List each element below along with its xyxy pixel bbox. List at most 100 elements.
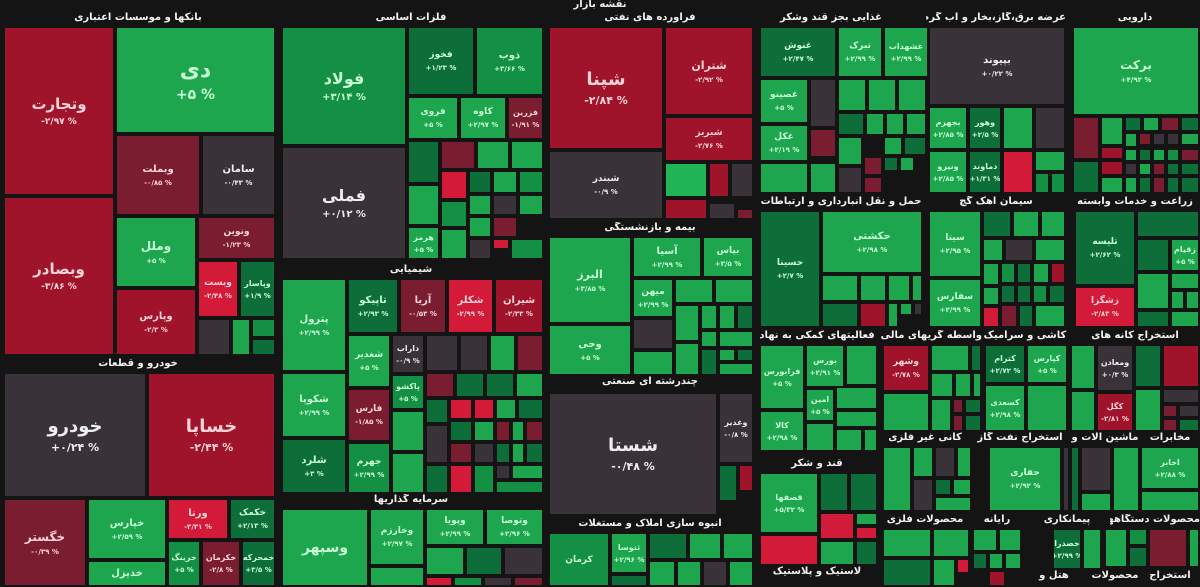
tile-unlabeled[interactable] (1000, 262, 1016, 284)
tile-unlabeled[interactable] (718, 304, 736, 330)
tile-unlabeled[interactable] (664, 162, 708, 198)
tile-unlabeled[interactable] (516, 334, 544, 372)
tile-unlabeled[interactable] (821, 302, 859, 328)
tile-unlabeled[interactable] (231, 318, 251, 356)
tile-وتجارت[interactable]: وتجارت -۲/۹۷ % (3, 26, 115, 196)
tile-unlabeled[interactable] (1138, 132, 1152, 146)
tile-وحی[interactable]: وحی +۵ % (548, 324, 632, 376)
tile-unlabeled[interactable] (972, 372, 982, 398)
tile-unlabeled[interactable] (674, 304, 700, 342)
tile-unlabeled[interactable] (952, 414, 964, 432)
tile-وبملت[interactable]: وبملت -۰/۸۵ % (115, 134, 201, 216)
tile-unlabeled[interactable] (809, 128, 837, 158)
tile-unlabeled[interactable] (1004, 238, 1034, 262)
tile-آریا[interactable]: آریا -۰/۵۳ % (399, 278, 447, 334)
tile-unlabeled[interactable] (982, 306, 1000, 328)
tile-ورنا[interactable]: ورنا -۳/۳۱ % (167, 498, 229, 540)
tile-unlabeled[interactable] (972, 528, 998, 552)
tile-unlabeled[interactable] (465, 546, 503, 576)
tile-unlabeled[interactable] (759, 162, 809, 194)
tile-فولاد[interactable]: فولاد +۳/۱۴ % (281, 26, 407, 146)
tile-unlabeled[interactable] (440, 200, 468, 228)
tile-unlabeled[interactable] (863, 428, 878, 452)
tile-unlabeled[interactable] (1170, 290, 1185, 310)
tile-unlabeled[interactable] (495, 464, 511, 480)
tile-unlabeled[interactable] (1016, 284, 1032, 304)
tile-ثنوسا[interactable]: ثنوسا +۲/۹۶ % (610, 532, 648, 574)
tile-غنوش[interactable]: غنوش +۲/۴۷ % (759, 26, 837, 78)
tile-unlabeled[interactable] (1136, 310, 1170, 328)
tile-unlabeled[interactable] (1162, 404, 1178, 418)
tile-unlabeled[interactable] (1034, 150, 1066, 172)
tile-unlabeled[interactable] (954, 372, 972, 398)
tile-unlabeled[interactable] (1134, 344, 1162, 388)
tile-ونوین[interactable]: ونوین -۱/۲۳ % (197, 216, 276, 260)
tile-unlabeled[interactable] (1112, 446, 1140, 512)
tile-unlabeled[interactable] (425, 576, 453, 587)
tile-unlabeled[interactable] (882, 446, 912, 512)
tile-unlabeled[interactable] (1180, 116, 1200, 132)
tile-ومعادن[interactable]: ومعادن +۰/۳ % (1096, 344, 1134, 392)
tile-خساپا[interactable]: خساپا -۲/۴۴ % (147, 372, 276, 498)
tile-unlabeled[interactable] (970, 344, 982, 372)
tile-unlabeled[interactable] (819, 540, 855, 566)
tile-زشگزا[interactable]: زشگزا -۲/۸۳ % (1074, 286, 1136, 328)
tile-unlabeled[interactable] (1050, 262, 1066, 284)
tile-غصینو[interactable]: غصینو +۵ % (759, 78, 809, 124)
tile-خکرمان[interactable]: خکرمان -۲/۸ % (201, 540, 241, 587)
tile-تاپیکو[interactable]: تاپیکو +۲/۹۳ % (347, 278, 399, 334)
tile-unlabeled[interactable] (449, 398, 473, 420)
tile-unlabeled[interactable] (738, 464, 754, 492)
tile-unlabeled[interactable] (468, 238, 492, 260)
tile-unlabeled[interactable] (468, 194, 492, 216)
tile-unlabeled[interactable] (1100, 146, 1124, 160)
tile-unlabeled[interactable] (251, 318, 276, 338)
tile-unlabeled[interactable] (688, 532, 722, 560)
tile-زقیام[interactable]: زقیام +۵ % (1170, 238, 1200, 272)
tile-unlabeled[interactable] (885, 112, 905, 136)
tile-وتوصا[interactable]: وتوصا +۲/۹۶ % (485, 508, 544, 546)
tile-unlabeled[interactable] (391, 410, 425, 452)
tile-unlabeled[interactable] (1134, 388, 1162, 432)
tile-unlabeled[interactable] (664, 198, 708, 220)
tile-unlabeled[interactable] (632, 318, 674, 350)
tile-unlabeled[interactable] (1048, 284, 1066, 304)
tile-unlabeled[interactable] (1166, 132, 1180, 146)
tile-unlabeled[interactable] (453, 576, 483, 587)
tile-unlabeled[interactable] (1002, 106, 1034, 150)
tile-حکشتی[interactable]: حکشتی +۲/۹۸ % (821, 210, 923, 274)
tile-unlabeled[interactable] (440, 140, 476, 170)
tile-unlabeled[interactable] (1104, 528, 1128, 568)
tile-unlabeled[interactable] (425, 372, 455, 398)
tile-unlabeled[interactable] (988, 552, 1004, 570)
tile-unlabeled[interactable] (459, 334, 489, 372)
tile-شکلر[interactable]: شکلر -۲/۹۹ % (447, 278, 494, 334)
tile-unlabeled[interactable] (736, 348, 754, 362)
tile-unlabeled[interactable] (495, 480, 544, 494)
tile-حسینا[interactable]: حسینا +۲/۷ % (759, 210, 821, 328)
tile-unlabeled[interactable] (805, 422, 835, 452)
tile-سیتا[interactable]: سیتا +۲/۹۵ % (928, 210, 982, 278)
tile-unlabeled[interactable] (863, 176, 883, 194)
tile-unlabeled[interactable] (492, 194, 518, 216)
tile-وسپهر[interactable]: وسپهر (281, 508, 369, 587)
tile-unlabeled[interactable] (1124, 148, 1138, 162)
tile-unlabeled[interactable] (934, 446, 956, 478)
tile-unlabeled[interactable] (934, 496, 972, 512)
tile-unlabeled[interactable] (903, 136, 927, 156)
tile-unlabeled[interactable] (912, 446, 934, 478)
tile-هرمز[interactable]: هرمز +۵ % (407, 226, 440, 260)
tile-unlabeled[interactable] (1136, 238, 1170, 272)
tile-unlabeled[interactable] (1062, 446, 1070, 512)
tile-unlabeled[interactable] (483, 576, 513, 587)
tile-unlabeled[interactable] (1180, 132, 1200, 146)
tile-unlabeled[interactable] (722, 532, 754, 560)
tile-unlabeled[interactable] (476, 140, 510, 170)
tile-unlabeled[interactable] (819, 472, 849, 512)
tile-unlabeled[interactable] (932, 528, 970, 558)
tile-unlabeled[interactable] (1166, 176, 1180, 194)
tile-خمحرکه[interactable]: خمحرکه +۳/۵ % (241, 540, 276, 587)
tile-وبست[interactable]: وبست -۲/۴۸ % (197, 260, 239, 318)
tile-unlabeled[interactable] (1128, 528, 1148, 546)
tile-unlabeled[interactable] (473, 420, 495, 442)
